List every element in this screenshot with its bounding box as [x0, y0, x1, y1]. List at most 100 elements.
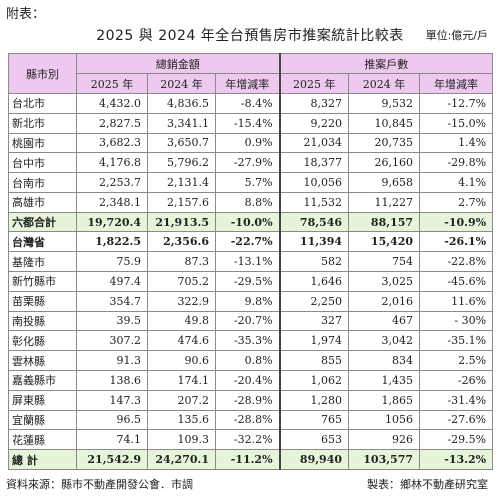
table-row: 彰化縣 307.2 474.6 -35.3% 1,974 3,042 -35.1% [8, 330, 494, 352]
cell-city: 雲林縣 [8, 350, 77, 371]
cell-city: 屏東縣 [8, 389, 77, 411]
table-row: 新北市 2,827.5 3,341.1 -15.4% 9,220 10,845 -15.0% [8, 112, 494, 134]
cell-u25: 1,646 [278, 271, 350, 292]
cell-s24: 109.3 [147, 429, 216, 451]
cell-s25: 147.3 [76, 389, 148, 411]
cell-city: 台中市 [8, 152, 77, 174]
cell-s24: 49.8 [147, 310, 216, 332]
cell-u25: 2,250 [278, 290, 350, 312]
cell-u25: 11,394 [278, 231, 350, 253]
cell-uy: 2.7% [419, 191, 494, 213]
cell-uy: -35.1% [419, 330, 494, 352]
cell-u24: 9,658 [348, 172, 421, 193]
cell-city: 彰化縣 [8, 330, 77, 352]
cell-sy: 0.8% [214, 350, 281, 371]
cell-city: 台北市 [8, 93, 77, 114]
header-units-yoy: 年增減率 [419, 73, 494, 94]
cell-city: 花蓮縣 [8, 429, 77, 451]
cell-s24: 705.2 [147, 271, 216, 292]
cell-city: 台灣省 [8, 231, 77, 253]
cell-sy: -20.4% [214, 369, 281, 391]
cell-u25: 9,220 [278, 112, 350, 134]
cell-city: 總 計 [8, 449, 77, 470]
cell-s25: 354.7 [76, 290, 148, 312]
cell-s24: 2,157.6 [147, 191, 216, 213]
cell-u25: 10,056 [278, 172, 350, 193]
cell-sy: -22.7% [214, 231, 281, 253]
cell-s25: 39.5 [76, 310, 148, 332]
cell-city: 台南市 [8, 172, 77, 193]
table-row: 高雄市 2,348.1 2,157.6 8.8% 11,532 11,227 2.7% [8, 191, 494, 213]
cell-uy: -31.4% [419, 389, 494, 411]
cell-city: 苗栗縣 [8, 290, 77, 312]
cell-u25: 653 [278, 429, 350, 451]
cell-sy: -35.3% [214, 330, 281, 352]
cell-s25: 497.4 [76, 271, 148, 292]
cell-s24: 322.9 [147, 290, 216, 312]
table-row: 基隆市 75.9 87.3 -13.1% 582 754 -22.8% [8, 251, 494, 273]
header-sales-group: 總銷金額 [75, 53, 281, 74]
cell-s25: 19,720.4 [76, 211, 148, 233]
cell-sy: 5.7% [214, 172, 281, 193]
cell-uy: -29.8% [419, 152, 494, 174]
cell-s24: 135.6 [147, 409, 216, 431]
cell-u24: 1,435 [348, 369, 421, 391]
cell-s24: 21,913.5 [147, 211, 216, 233]
cell-s25: 3,682.3 [76, 132, 148, 154]
cell-u24: 3,025 [348, 271, 421, 292]
cell-s25: 307.2 [76, 330, 148, 352]
cell-s24: 474.6 [147, 330, 216, 352]
cell-sy: -15.4% [214, 112, 281, 134]
cell-uy: -22.8% [419, 251, 494, 273]
cell-s25: 2,348.1 [76, 191, 148, 213]
cell-uy: -26.1% [419, 231, 494, 253]
cell-u24: 2,016 [348, 290, 421, 312]
cell-s25: 2,253.7 [76, 172, 148, 193]
table-row: 六都合計 19,720.4 21,913.5 -10.0% 78,546 88,157 -1… [8, 211, 494, 233]
stats-table: 縣市別 總銷金額 推案戶數 2025 年 2024 年 年增減率 2025 年 … [8, 53, 494, 470]
cell-u24: 10,845 [348, 112, 421, 134]
cell-s25: 75.9 [76, 251, 148, 273]
cell-sy: 8.8% [214, 191, 281, 213]
cell-u24: 1,865 [348, 389, 421, 411]
header-sales-2025: 2025 年 [76, 73, 148, 94]
cell-s24: 174.1 [147, 369, 216, 391]
cell-s25: 4,176.8 [76, 152, 148, 174]
cell-s24: 2,356.6 [147, 231, 216, 253]
cell-sy: 0.9% [214, 132, 281, 154]
cell-u25: 18,377 [278, 152, 350, 174]
cell-sy: -13.1% [214, 251, 281, 273]
cell-u25: 21,034 [278, 132, 350, 154]
cell-u25: 89,940 [278, 449, 350, 470]
cell-s24: 5,796.2 [147, 152, 216, 174]
cell-city: 南投縣 [8, 310, 77, 332]
cell-s25: 4,432.0 [76, 93, 148, 114]
cell-sy: -8.4% [214, 93, 281, 114]
cell-u24: 103,577 [348, 449, 421, 470]
header-city: 縣市別 [8, 53, 77, 94]
table-row: 總 計 21,542.9 24,270.1 -11.2% 89,940 103,577 -1… [8, 449, 494, 470]
table-row: 台中市 4,176.8 5,796.2 -27.9% 18,377 26,160 -29.8… [8, 152, 494, 174]
table-row: 台南市 2,253.7 2,131.4 5.7% 10,056 9,658 4.1% [8, 172, 494, 193]
cell-s24: 90.6 [147, 350, 216, 371]
cell-sy: -28.9% [214, 389, 281, 411]
cell-city: 桃園市 [8, 132, 77, 154]
header-sales-yoy: 年增減率 [214, 73, 281, 94]
source-note: 資料來源：縣市不動產開發公會．市調 [6, 478, 193, 491]
cell-u24: 26,160 [348, 152, 421, 174]
cell-s25: 2,827.5 [76, 112, 148, 134]
table-row: 嘉義縣市 138.6 174.1 -20.4% 1,062 1,435 -26% [8, 369, 494, 391]
table-title: 2025 與 2024 年全台預售房市推案統計比較表 [96, 28, 404, 44]
cell-city: 新北市 [8, 112, 77, 134]
cell-sy: -11.2% [214, 449, 281, 470]
cell-uy: -45.6% [419, 271, 494, 292]
cell-uy: -15.0% [419, 112, 494, 134]
cell-u24: 20,735 [348, 132, 421, 154]
table-body: 台北市 4,432.0 4,836.5 -8.4% 8,327 9,532 -12.7% 新北… [8, 93, 494, 470]
cell-uy: -26% [419, 369, 494, 391]
table-row: 苗栗縣 354.7 322.9 9.8% 2,250 2,016 11.6% [8, 290, 494, 312]
cell-u24: 1056 [348, 409, 421, 431]
table-row: 宜蘭縣 96.5 135.6 -28.8% 765 1056 -27.6% [8, 409, 494, 431]
cell-u25: 765 [278, 409, 350, 431]
table-row: 花蓮縣 74.1 109.3 -32.2% 653 926 -29.5% [8, 429, 494, 451]
